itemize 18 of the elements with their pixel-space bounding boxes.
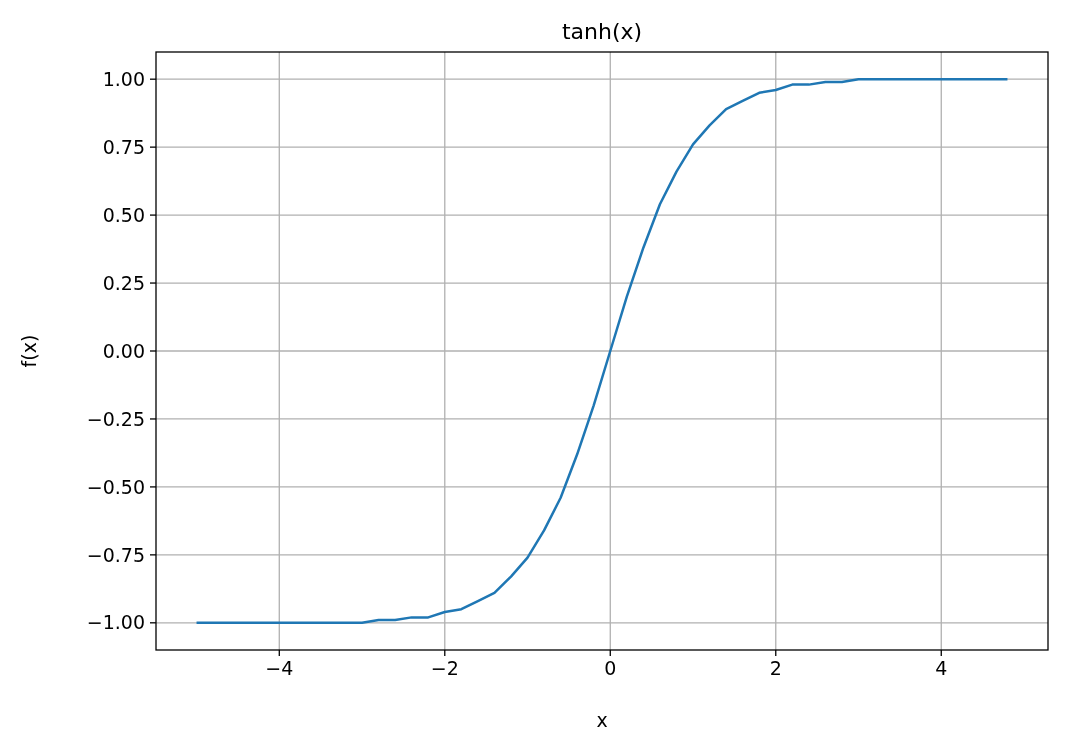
y-tick-label: 1.00 xyxy=(102,67,145,90)
x-tick-label: 2 xyxy=(769,657,782,679)
y-tick-label: −0.75 xyxy=(86,543,145,566)
line-series xyxy=(195,77,1009,625)
y-axis-title: f(x) xyxy=(18,334,40,368)
x-tick-label: −2 xyxy=(430,657,459,679)
y-tick-label: 0.25 xyxy=(102,271,145,294)
y-tick-label: −0.25 xyxy=(86,407,145,430)
y-tick-label: −0.50 xyxy=(86,475,145,498)
chart-title: tanh(x) xyxy=(561,19,643,44)
y-tick-label: 0.75 xyxy=(102,135,145,158)
y-tick-label: −1.00 xyxy=(86,611,145,634)
x-tick-label: −4 xyxy=(265,657,294,679)
y-tick-label: 0.50 xyxy=(102,203,145,226)
x-tick-label: 4 xyxy=(935,657,948,679)
x-tick-label: 0 xyxy=(604,657,617,679)
x-axis-title: x xyxy=(596,709,608,731)
y-tick-label: 0.00 xyxy=(102,339,145,362)
